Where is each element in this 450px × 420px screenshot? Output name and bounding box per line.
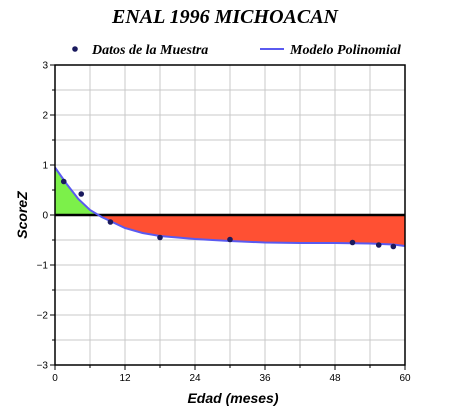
x-tick-label: 36 [259,373,271,384]
x-tick-label: 60 [399,373,411,384]
chart-title: ENAL 1996 MICHOACAN [111,6,340,28]
legend-label-modelo: Modelo Polinomial [289,43,401,58]
legend-label-datos: Datos de la Muestra [91,43,208,58]
x-tick-label: 48 [329,373,341,384]
x-tick-label: 12 [119,373,131,384]
legend-marker-datos [72,46,78,52]
y-tick-label: 1 [42,161,48,172]
data-point [60,178,67,185]
y-tick-label: 3 [42,61,48,72]
x-axis-label: Edad (meses) [187,390,278,406]
area-below-zero [98,215,405,246]
y-tick-label: 2 [42,111,48,122]
data-point [375,242,382,248]
legend: Datos de la Muestra Modelo Polinomial [72,43,401,58]
y-axis-label: ScoreZ [14,191,30,239]
area-above-zero [55,167,99,215]
data-point [157,234,163,241]
y-tick-label: −1 [37,261,49,272]
x-tick-label: 0 [52,373,58,384]
y-tick-label: −3 [37,361,49,372]
y-tick-label: 0 [42,211,48,222]
data-point [78,191,85,197]
sample-points [60,178,397,250]
data-point [390,243,397,250]
y-tick-label: −2 [37,311,49,322]
data-point [107,219,114,225]
data-point [349,239,356,246]
data-point [227,236,233,243]
x-tick-label: 24 [189,373,201,384]
